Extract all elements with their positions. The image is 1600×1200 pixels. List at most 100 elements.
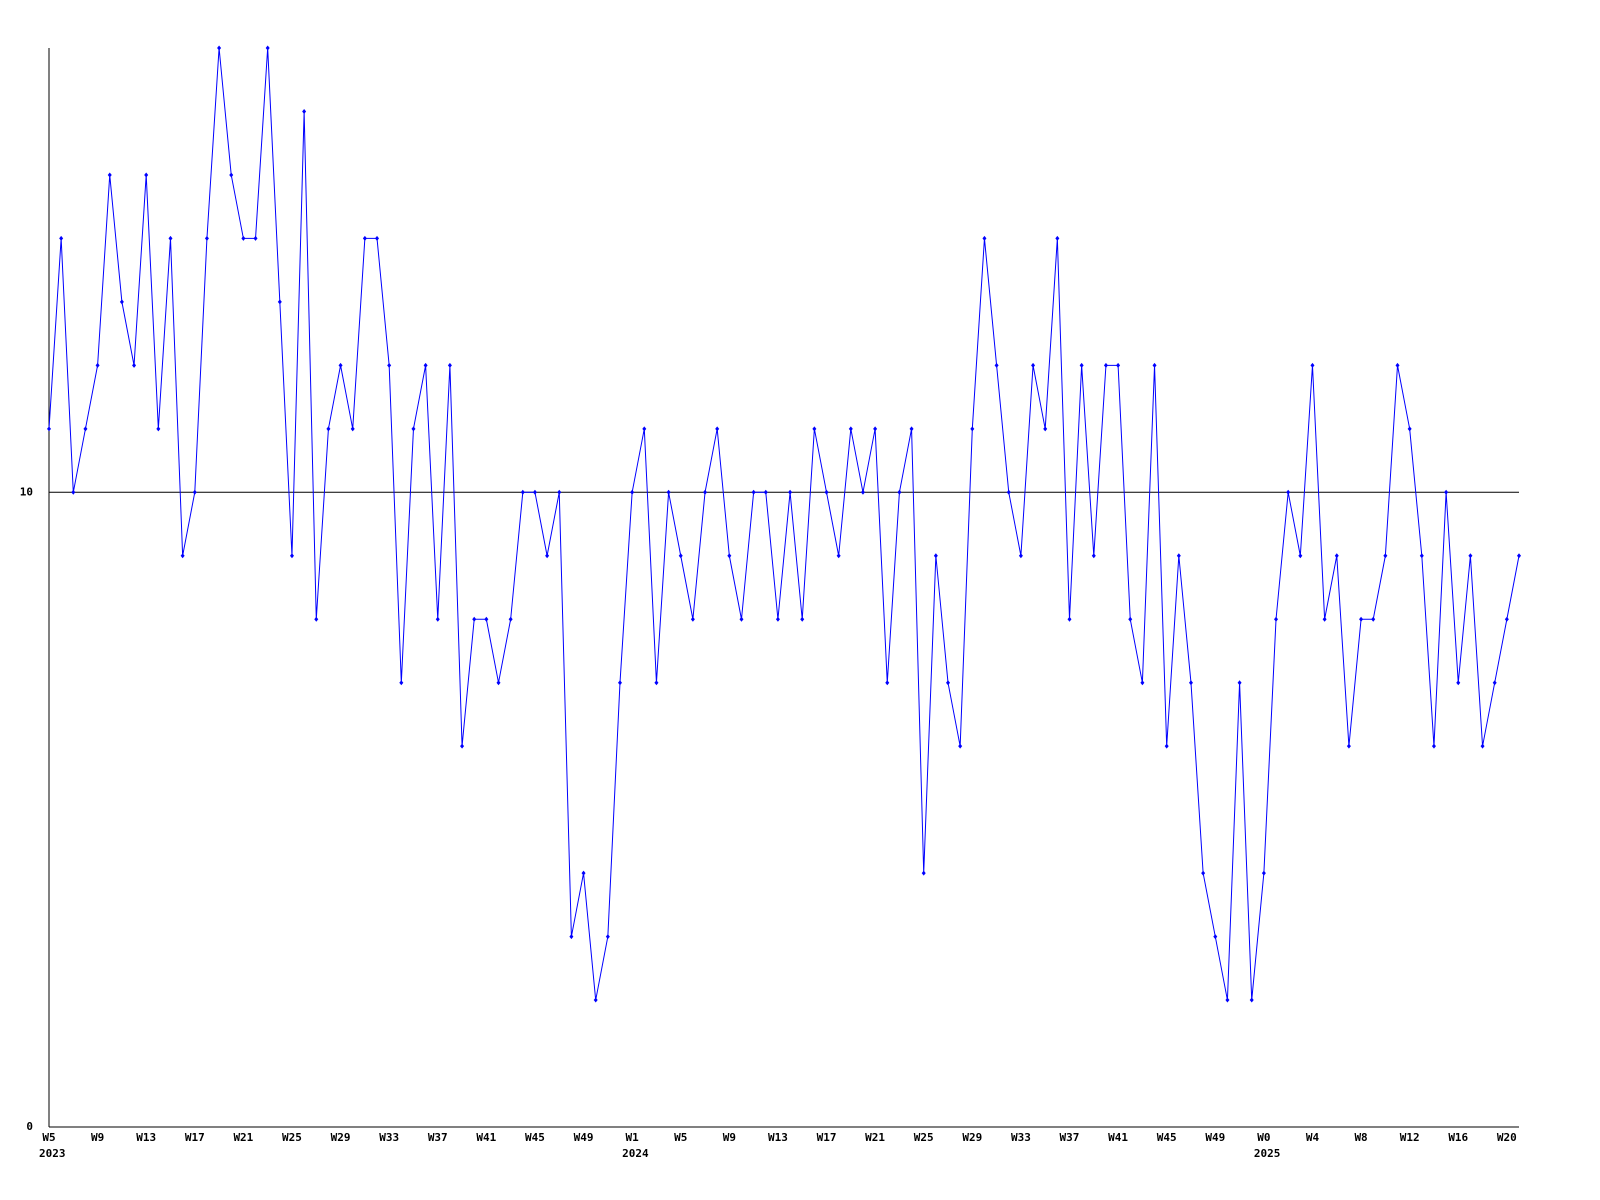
data-point (423, 362, 428, 368)
x-tick-label: W49 (1205, 1131, 1225, 1144)
data-point (1043, 426, 1048, 432)
data-point (933, 553, 938, 559)
x-tick-label: W12 (1400, 1131, 1420, 1144)
data-point (1395, 362, 1400, 368)
data-point (1504, 616, 1509, 622)
data-point (678, 553, 683, 559)
data-point (144, 172, 149, 178)
data-point (326, 426, 331, 432)
x-tick-label: W41 (1108, 1131, 1128, 1144)
data-line (48, 47, 1520, 1001)
data-point (885, 680, 890, 686)
data-point (1055, 235, 1060, 241)
data-point (946, 680, 951, 686)
data-point (338, 362, 343, 368)
x-tick-label: W17 (185, 1131, 205, 1144)
data-point (314, 616, 319, 622)
data-point (1359, 616, 1364, 622)
x-group-label: 2023 (39, 1147, 66, 1160)
data-point (217, 45, 222, 51)
x-tick-label: W9 (723, 1131, 736, 1144)
data-point (1128, 616, 1133, 622)
data-point (1031, 362, 1036, 368)
data-point (897, 489, 902, 495)
data-point (1018, 553, 1023, 559)
data-point (715, 426, 720, 432)
data-point (1371, 616, 1376, 622)
data-point (958, 743, 963, 749)
data-point (460, 743, 465, 749)
data-point (727, 553, 732, 559)
data-point (982, 235, 987, 241)
data-point (1468, 553, 1473, 559)
data-point (1383, 553, 1388, 559)
data-point (1249, 997, 1254, 1003)
x-group-label: 2024 (622, 1147, 649, 1160)
data-point (229, 172, 234, 178)
x-tick-label: W33 (379, 1131, 399, 1144)
data-point (192, 489, 197, 495)
data-point (47, 426, 51, 432)
data-point (1225, 997, 1230, 1003)
data-point (350, 426, 355, 432)
data-point (1286, 489, 1291, 495)
x-tick-label: W17 (817, 1131, 837, 1144)
data-point (848, 426, 853, 432)
data-point (1188, 680, 1193, 686)
data-point (824, 489, 829, 495)
data-point (545, 553, 550, 559)
data-point (168, 235, 173, 241)
data-point (1456, 680, 1461, 686)
data-point (921, 870, 926, 876)
data-point (1079, 362, 1084, 368)
x-tick-label: W25 (282, 1131, 302, 1144)
data-point (484, 616, 489, 622)
data-point (666, 489, 671, 495)
data-point (95, 362, 100, 368)
data-point (860, 489, 865, 495)
data-point (508, 616, 513, 622)
data-point (520, 489, 525, 495)
data-point (751, 489, 756, 495)
data-point (472, 616, 477, 622)
data-point (387, 362, 392, 368)
x-tick-label: W8 (1354, 1131, 1367, 1144)
data-point (1480, 743, 1485, 749)
x-tick-label: W33 (1011, 1131, 1031, 1144)
x-tick-label: W25 (914, 1131, 934, 1144)
data-point (435, 616, 440, 622)
x-tick-label: W0 (1257, 1131, 1270, 1144)
data-point (739, 616, 744, 622)
data-point (1419, 553, 1424, 559)
data-point (265, 45, 270, 51)
data-point (873, 426, 878, 432)
x-tick-label: W41 (476, 1131, 496, 1144)
data-point (107, 172, 112, 178)
data-point (970, 426, 975, 432)
data-point (496, 680, 501, 686)
data-point (1201, 870, 1206, 876)
data-point (836, 553, 841, 559)
data-point (617, 680, 622, 686)
data-point (1237, 680, 1242, 686)
data-point (1310, 362, 1315, 368)
x-tick-label: W45 (525, 1131, 545, 1144)
x-tick-label: W21 (865, 1131, 885, 1144)
data-point (605, 934, 610, 940)
x-tick-label: W49 (574, 1131, 594, 1144)
data-point (1322, 616, 1327, 622)
x-tick-label: W13 (136, 1131, 156, 1144)
data-point (399, 680, 404, 686)
data-point (642, 426, 647, 432)
data-point (375, 235, 380, 241)
data-point (703, 489, 708, 495)
x-tick-label: W29 (962, 1131, 982, 1144)
x-tick-label: W16 (1448, 1131, 1468, 1144)
data-point (362, 235, 367, 241)
data-point (788, 489, 793, 495)
data-point (1346, 743, 1351, 749)
data-point (1116, 362, 1121, 368)
data-point (132, 362, 137, 368)
x-tick-label: W5 (674, 1131, 687, 1144)
